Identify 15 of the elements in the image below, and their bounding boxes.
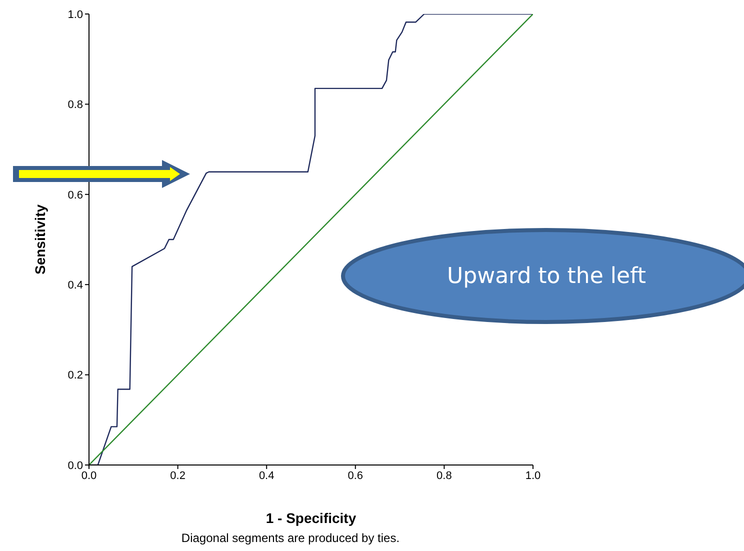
x-tick-label: 0.6 [348, 470, 364, 482]
x-tick-label: 0.8 [436, 470, 452, 482]
text: Diagonal segments are produced by ties. [180, 531, 401, 545]
x-axis-title: 1 - Specificity [266, 510, 356, 526]
y-tick-label: 0.4 [68, 280, 83, 292]
x-tick-label: 0.0 [81, 470, 97, 482]
x-tick-label: 0.2 [170, 470, 186, 482]
y-tick-label: 0.0 [68, 460, 83, 472]
y-tick-label: 0.6 [68, 189, 83, 202]
x-tick-label: 0.4 [258, 470, 274, 482]
x-tick-label: 1.0 [525, 470, 541, 482]
y-tick-label: 1.0 [68, 8, 83, 21]
y-tick-label: 0.2 [68, 370, 83, 382]
y-axis-title: Sensitivity [32, 204, 48, 275]
y-tick-label: 0.8 [68, 99, 83, 112]
